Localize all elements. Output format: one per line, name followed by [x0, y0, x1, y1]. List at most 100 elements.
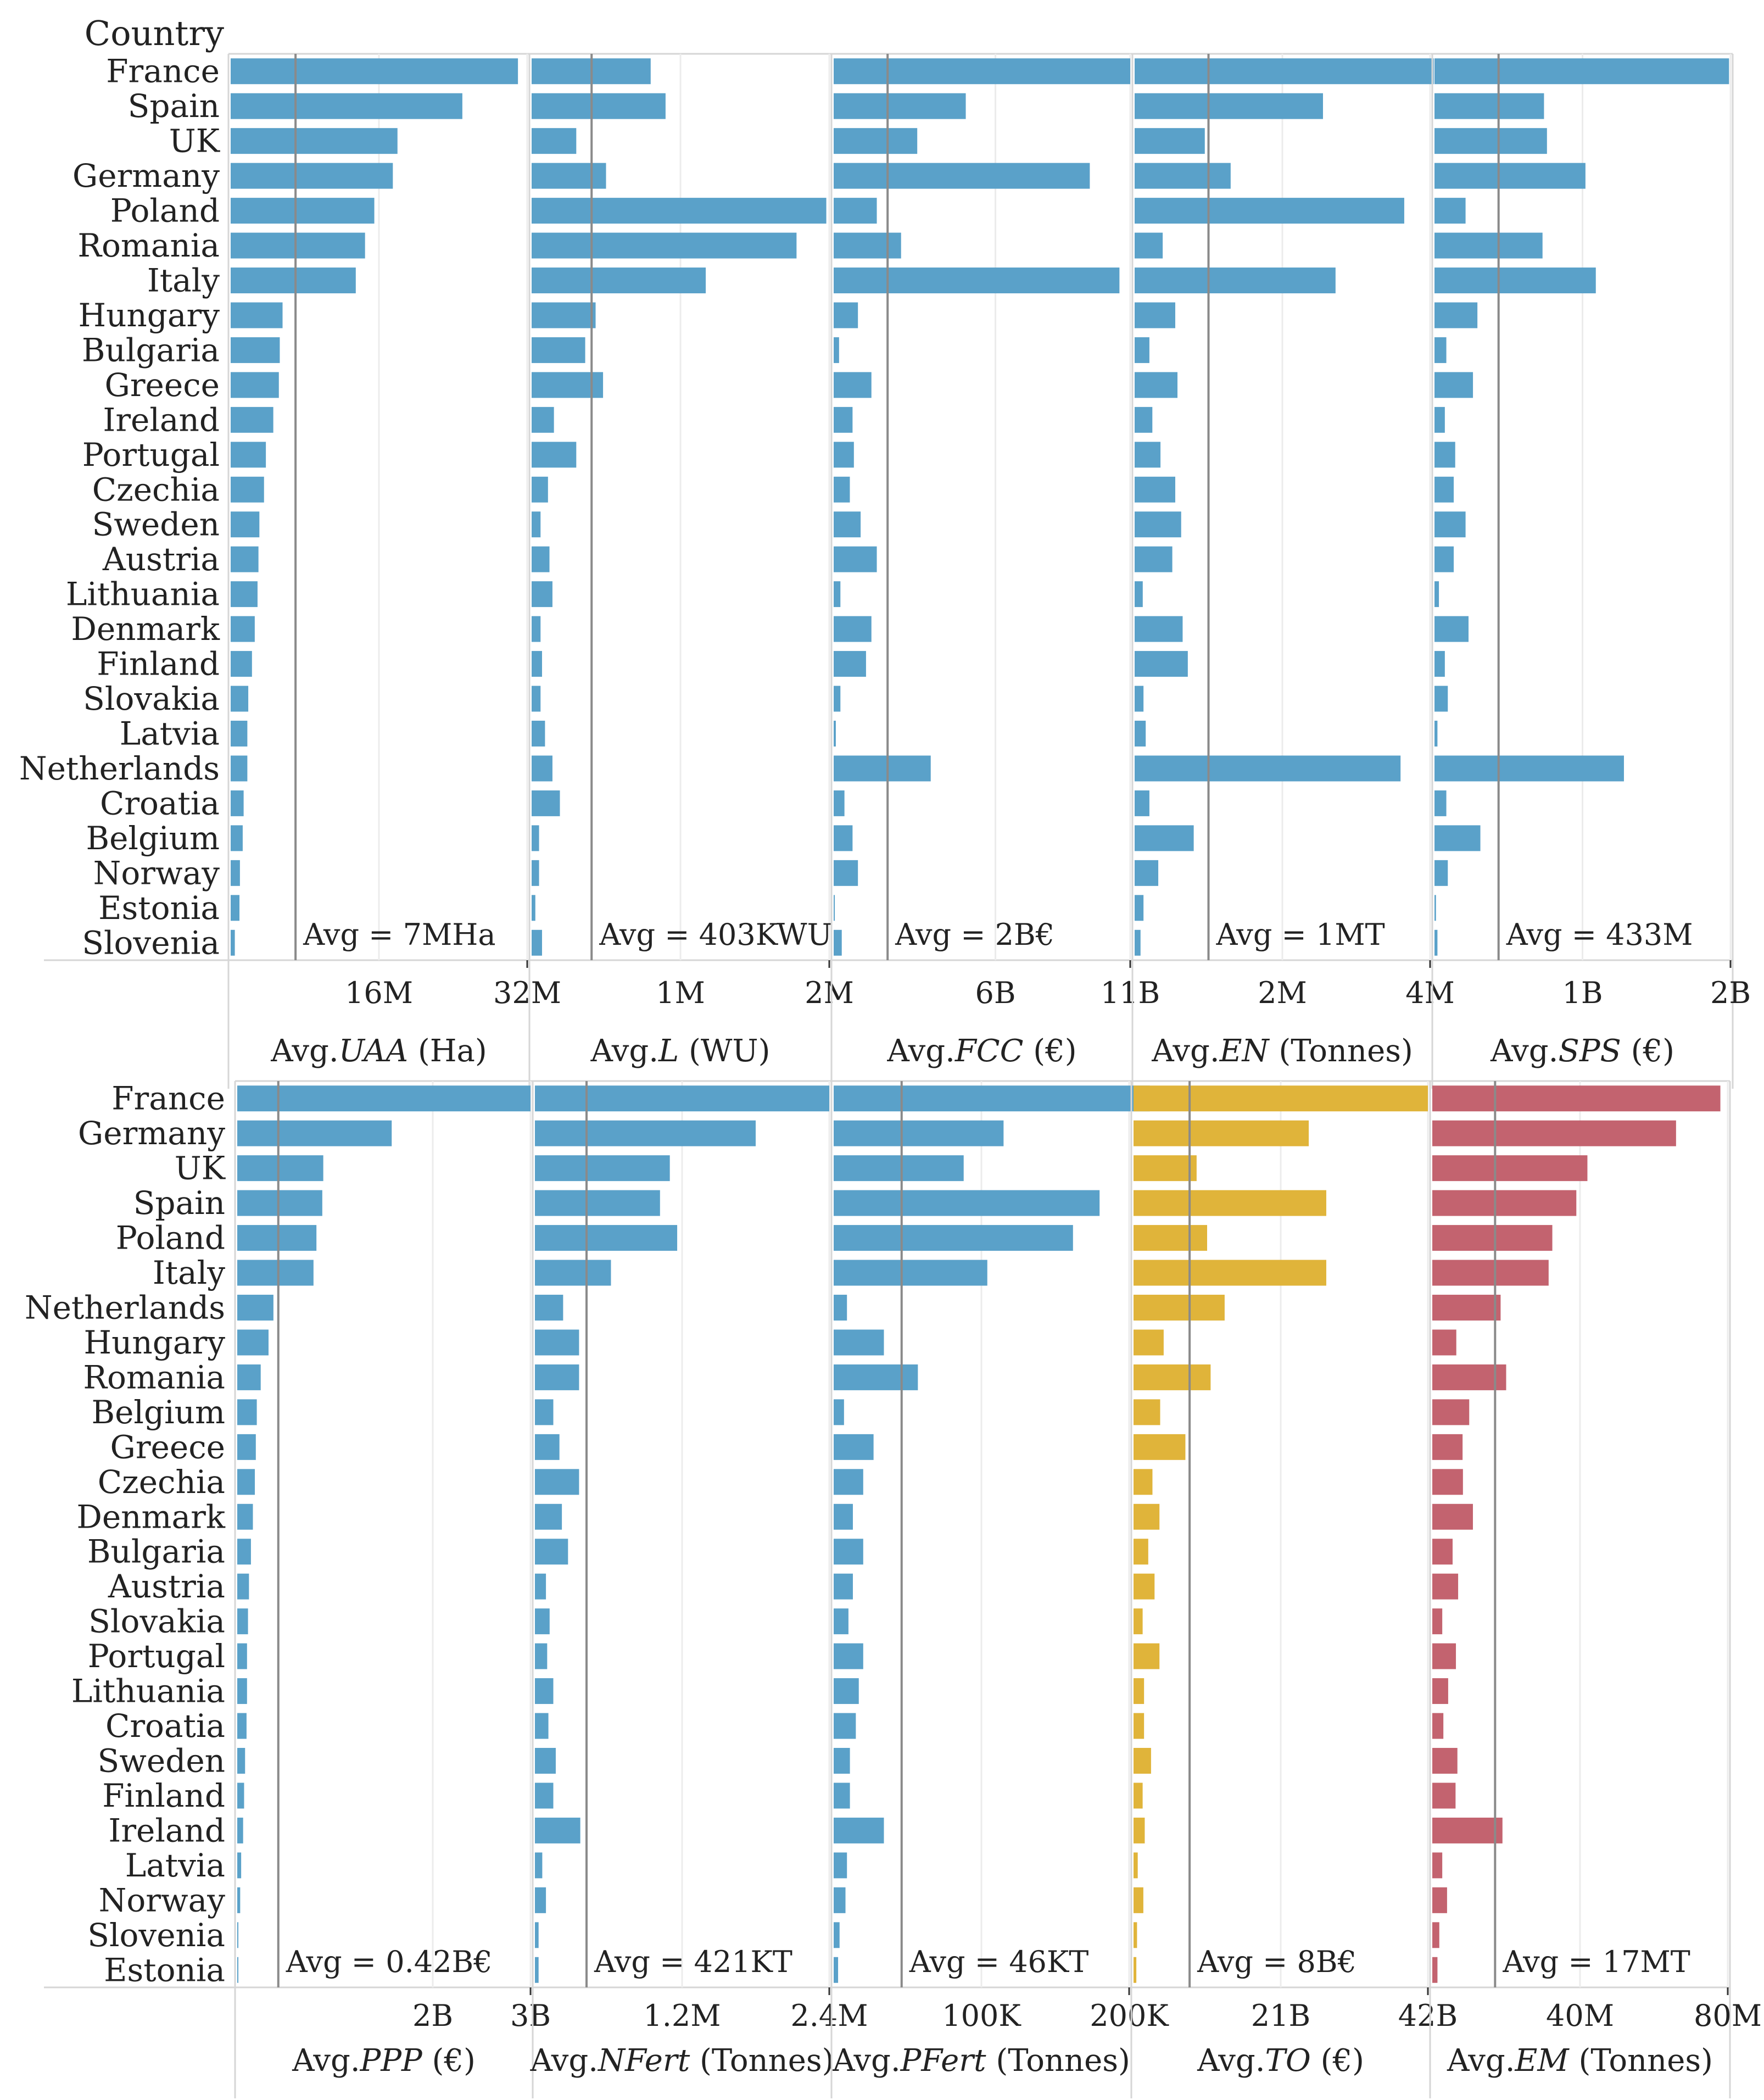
bar-ireland — [834, 406, 853, 433]
bar-finland — [1434, 651, 1445, 677]
tick-label: 11B — [1101, 976, 1160, 1010]
bar-denmark — [231, 616, 255, 642]
bar-ireland — [1432, 1817, 1503, 1843]
avg-label: Avg = 433M — [1506, 917, 1693, 952]
bar-germany — [237, 1120, 392, 1146]
bar-ireland — [532, 406, 554, 433]
country-label: Portugal — [82, 436, 220, 474]
bar-belgium — [1432, 1399, 1470, 1425]
bar-ireland — [231, 406, 273, 433]
bar-bulgaria — [1432, 1539, 1453, 1565]
bar-estonia — [834, 895, 835, 921]
country-label: Hungary — [84, 1324, 226, 1361]
bar-latvia — [1434, 721, 1438, 747]
bar-greece — [535, 1434, 560, 1460]
bar-latvia — [1134, 1852, 1138, 1879]
bar-croatia — [1432, 1713, 1444, 1739]
bar-italy — [1432, 1260, 1549, 1286]
bar-lithuania — [237, 1678, 247, 1704]
avg-label: Avg = 0.42B€ — [286, 1945, 493, 1979]
bar-slovakia — [834, 1608, 848, 1635]
bar-denmark — [834, 1503, 853, 1530]
bar-greece — [1432, 1434, 1463, 1460]
tick-label: 2B — [1710, 976, 1751, 1010]
bar-portugal — [1432, 1643, 1456, 1669]
bar-italy — [834, 1260, 987, 1286]
bar-bulgaria — [237, 1539, 251, 1565]
bar-uk — [1432, 1155, 1588, 1182]
bar-sweden — [834, 511, 861, 538]
bar-sweden — [1135, 511, 1181, 538]
bar-italy — [1434, 268, 1596, 293]
country-label: Italy — [147, 262, 220, 299]
bar-austria — [237, 1573, 249, 1600]
bar-austria — [1134, 1573, 1155, 1600]
bar-czechia — [834, 476, 850, 503]
bar-hungary — [1432, 1329, 1456, 1356]
country-label: Romania — [83, 1358, 225, 1396]
tick-label: 2M — [805, 976, 854, 1010]
country-label: Spain — [133, 1184, 225, 1222]
axis-title: Avg.UAA (Ha) — [270, 1033, 487, 1069]
bar-netherlands — [1434, 755, 1624, 782]
country-label: Austria — [102, 541, 220, 578]
bar-sweden — [231, 511, 260, 538]
bar-france — [237, 1085, 531, 1112]
bar-latvia — [1135, 721, 1146, 747]
bar-belgium — [834, 1399, 844, 1425]
country-label: Lithuania — [66, 576, 220, 613]
country-label: Czechia — [98, 1463, 225, 1501]
avg-label: Avg = 46KT — [909, 1945, 1089, 1979]
country-label: Slovakia — [83, 680, 220, 717]
country-label: Germany — [72, 157, 220, 194]
bar-belgium — [834, 825, 853, 851]
bar-portugal — [532, 442, 577, 468]
tick-label: 6B — [975, 976, 1016, 1010]
bar-norway — [1134, 1887, 1143, 1913]
bar-slovenia — [834, 1922, 840, 1948]
bar-uk — [834, 128, 918, 154]
bar-poland — [1434, 198, 1466, 224]
bar-sweden — [237, 1748, 245, 1774]
bar-slovakia — [834, 686, 841, 712]
avg-label: Avg = 7MHa — [303, 917, 495, 952]
country-label: Finland — [102, 1777, 225, 1814]
bar-norway — [834, 860, 858, 886]
bar-denmark — [834, 616, 872, 642]
country-label: Estonia — [98, 889, 220, 927]
bar-italy — [1134, 1260, 1326, 1286]
bar-norway — [231, 860, 240, 886]
tick-label: 2.4M — [790, 1998, 868, 2033]
country-label: Poland — [110, 192, 220, 230]
country-label: Belgium — [86, 820, 220, 857]
bar-germany — [1135, 163, 1231, 189]
bar-belgium — [231, 825, 243, 851]
country-label: Greece — [110, 1428, 225, 1466]
bar-slovenia — [535, 1922, 539, 1948]
bar-france — [1135, 58, 1434, 85]
bar-czechia — [1434, 476, 1454, 503]
bar-romania — [231, 232, 365, 259]
bar-denmark — [1134, 1503, 1160, 1530]
bar-greece — [1135, 372, 1178, 398]
bar-slovakia — [231, 686, 249, 712]
bar-netherlands — [1432, 1295, 1501, 1321]
avg-label: Avg = 8B€ — [1197, 1945, 1357, 1979]
bar-slovenia — [231, 929, 235, 956]
bar-spain — [532, 93, 666, 119]
bar-latvia — [1432, 1852, 1443, 1879]
bar-bulgaria — [834, 337, 839, 363]
bar-slovakia — [1432, 1608, 1443, 1635]
country-label: Norway — [99, 1881, 226, 1919]
bar-germany — [532, 163, 606, 189]
bar-denmark — [1432, 1503, 1473, 1530]
bar-austria — [1434, 546, 1454, 572]
bar-netherlands — [1135, 755, 1401, 782]
bar-denmark — [535, 1503, 562, 1530]
bar-netherlands — [237, 1295, 273, 1321]
bar-spain — [231, 93, 462, 119]
tick-label: 4M — [1405, 976, 1455, 1010]
bar-poland — [1134, 1225, 1207, 1251]
bar-lithuania — [1134, 1678, 1145, 1704]
bar-spain — [237, 1190, 322, 1216]
